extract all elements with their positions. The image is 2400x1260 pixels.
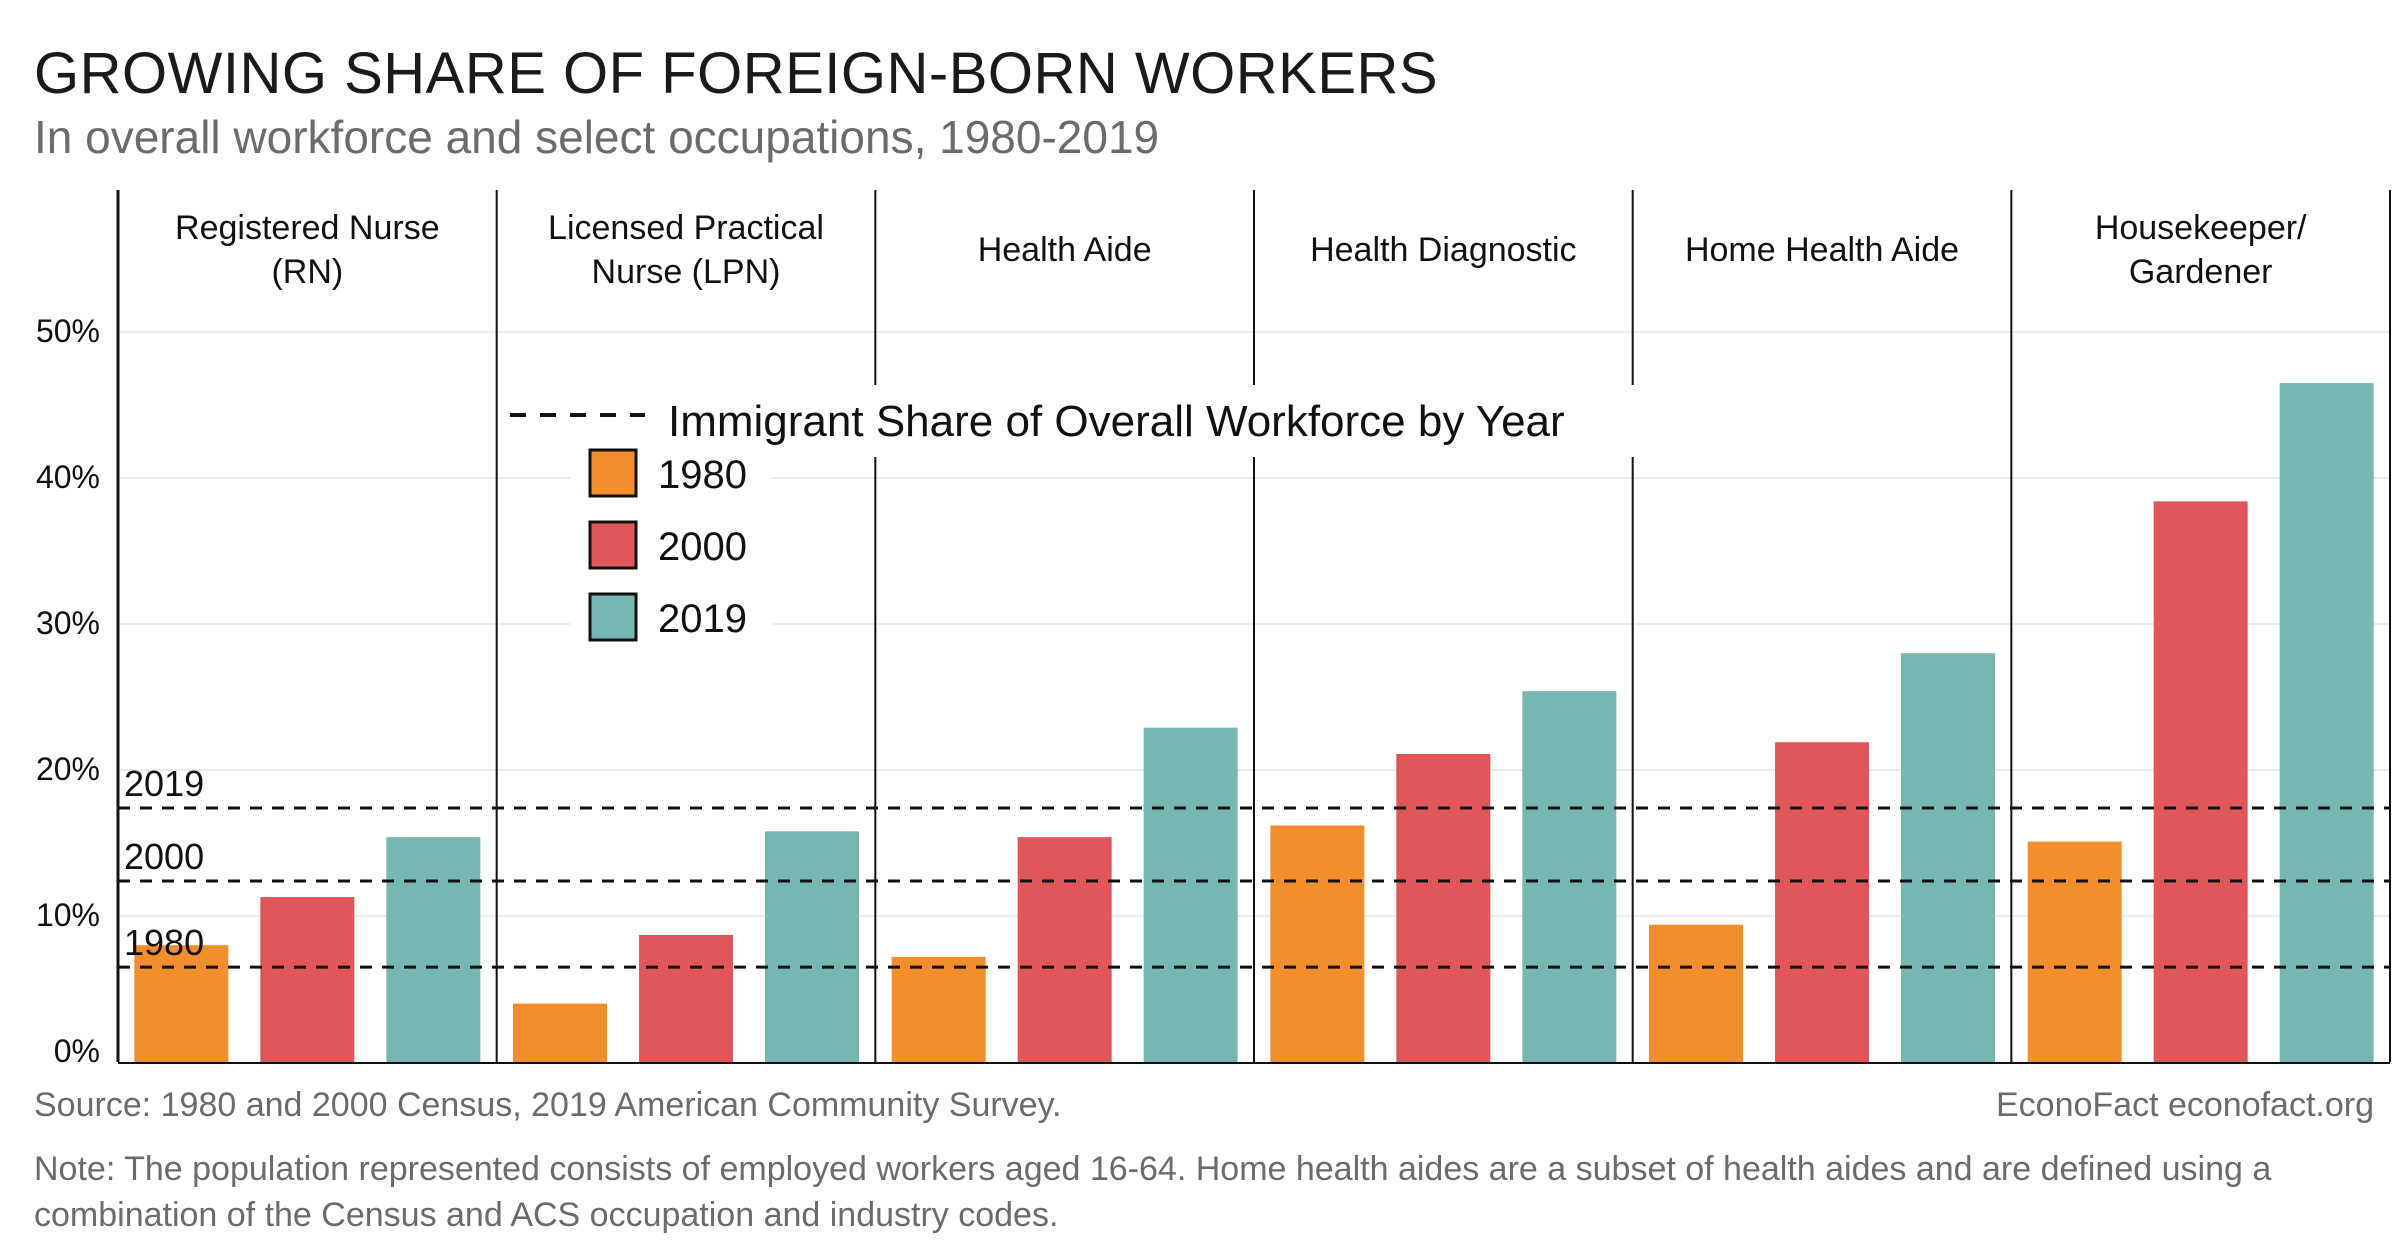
y-tick-label: 0% [54,1033,100,1069]
bar-2019 [1143,727,1238,1062]
legend-label: 2019 [658,597,747,641]
bar-2019 [1522,691,1617,1062]
bar-1980 [513,1003,607,1062]
legend-label: 2000 [658,525,747,569]
bar-2000 [1017,837,1112,1062]
bar-2000 [639,934,733,1062]
reference-line-label: 1980 [124,922,204,963]
source-note: Source: 1980 and 2000 Census, 2019 Ameri… [34,1086,1062,1124]
bar-2000 [1396,753,1491,1062]
chart-subtitle: In overall workforce and select occupati… [34,111,1160,163]
category-header: (RN) [271,253,343,291]
y-tick-label: 10% [36,897,100,933]
category-header: Housekeeper/ [2095,209,2307,247]
bar-2019 [765,831,859,1062]
reference-line-label: 2019 [124,763,204,804]
chart-title: GROWING SHARE OF FOREIGN-BORN WORKERS [34,41,1439,106]
bar-1980 [1270,825,1365,1062]
bar-chart: 0% 10% 20% 30% 40% 50% Registered Nurse (RN) Lic… [36,190,2391,1069]
bar-2000 [260,897,355,1062]
bar-2019 [2279,383,2374,1063]
y-tick-label: 20% [36,751,100,787]
legend-swatch-2019 [588,592,638,642]
legend-swatch-1980 [588,448,638,498]
bar-1980 [1649,924,1743,1062]
bar-2000 [1775,742,1869,1062]
y-tick-label: 30% [36,605,100,641]
bar-2000 [2153,501,2248,1062]
category-header: Licensed Practical [548,209,824,247]
bar-1980 [2027,841,2122,1062]
bar-2019 [386,837,481,1062]
category-header: Nurse (LPN) [592,253,781,291]
legend-swatch-2000 [588,520,638,570]
bar-1980 [134,945,229,1062]
bar-2019 [1901,653,1995,1062]
legend-line-label: Immigrant Share of Overall Workforce by … [668,397,1565,446]
reference-line-label: 2000 [124,836,204,877]
legend-label: 1980 [658,453,747,497]
category-header: Registered Nurse [175,209,440,247]
bar-1980 [891,956,986,1062]
category-header: Health Aide [978,231,1152,269]
footnote: Note: The population represented consist… [34,1150,2272,1234]
category-header: Gardener [2129,253,2273,291]
credit-text: EconoFact econofact.org [1995,1086,2374,1124]
y-tick-label: 40% [36,459,100,495]
category-header: Home Health Aide [1685,231,1959,269]
category-header: Health Diagnostic [1310,231,1576,269]
y-tick-label: 50% [36,313,100,349]
